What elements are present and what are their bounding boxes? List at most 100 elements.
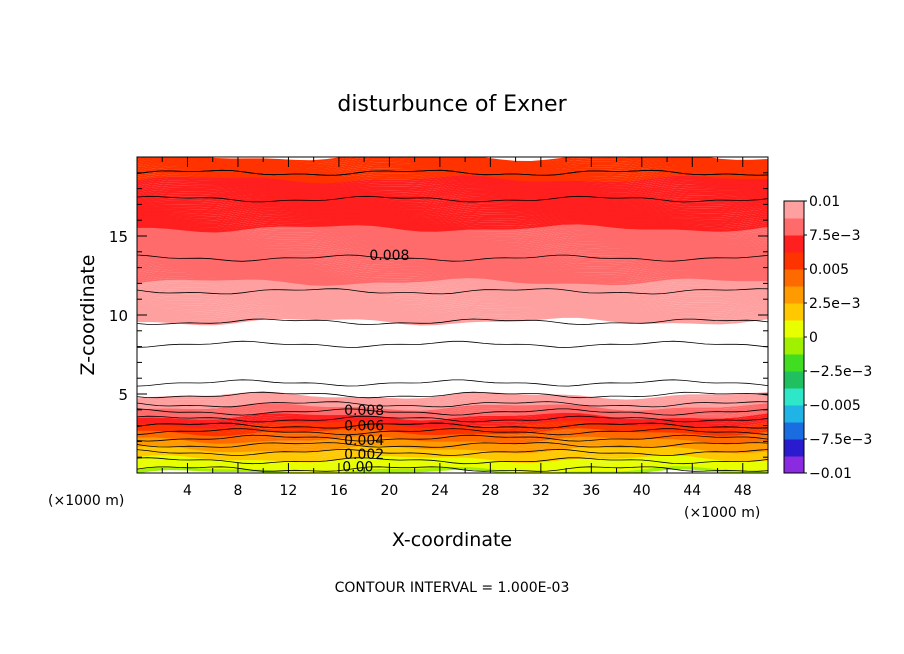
contour-band [137,448,768,459]
contour-band [137,186,768,196]
colorbar-swatch [784,388,804,406]
contour-band [137,306,768,317]
contour-band [137,451,768,462]
colorbar-label: 7.5e−3 [809,228,861,244]
contour-band [137,217,768,228]
contour-band [137,312,768,323]
contour-band [137,181,768,191]
contour-line [137,415,768,423]
y-tick-label: 5 [118,386,128,404]
x-tick-labels: 4 8 12 16 20 24 28 32 36 40 44 48 [183,483,752,499]
contour-band [137,429,768,440]
x-unit-left: (×1000 m) [48,493,124,509]
contour-band [137,399,768,410]
colorbar-swatch [784,354,804,372]
contour-line [137,466,768,472]
contour-line [137,448,768,456]
chart-title: disturbunce of Exner [337,92,567,117]
contour-line [137,391,768,399]
contour-band [137,220,768,231]
contour-band [137,251,768,261]
contour-band [137,207,768,217]
x-tick-label: 12 [280,483,298,499]
contour-bands [137,157,768,473]
contour-band [137,442,768,452]
contour-band [137,213,768,223]
contour-band [137,254,768,264]
contour-band [137,284,768,294]
contour-band [137,404,768,415]
contour-band [137,203,768,214]
colorbar-label: 2.5e−3 [809,296,861,312]
contour-label: 0.00 [342,460,373,476]
colorbar-label: 0.01 [809,194,840,210]
contour-band [137,268,768,279]
contour-band [137,285,768,296]
contour-band [137,252,768,263]
contour-band [137,434,768,445]
contour-band [137,216,768,226]
contour-band [137,274,768,285]
contour-line [137,169,768,176]
contour-band [137,230,768,241]
x-tick-label: 24 [431,483,449,499]
contour-lines [137,169,768,472]
contour-band [137,418,768,429]
contour-interval-note: CONTOUR INTERVAL = 1.000E-03 [335,580,570,596]
colorbar-swatch [784,371,804,389]
contour-band [137,450,768,460]
contour-band [137,236,768,247]
above-max-region [137,349,768,391]
contour-band [137,179,768,190]
colorbar-swatch [784,456,804,474]
contour-band [137,205,768,216]
x-axis-label: X-coordinate [392,529,512,551]
contour-band [137,200,768,211]
colorbar-swatch [784,405,804,423]
contour-band [137,308,768,318]
colorbar-label: −0.005 [809,398,861,414]
colorbar-label: −2.5e−3 [809,364,872,380]
x-tick-label: 44 [683,483,701,499]
contour-line [137,401,768,408]
contour-band [137,412,768,423]
contour-band [137,167,768,178]
colorbar-swatch [784,235,804,253]
contour-band [137,188,768,198]
contour-band [137,413,768,424]
contour-band [137,435,768,446]
contour-band [137,255,768,266]
colorbar-label: 0.005 [809,262,849,278]
x-tick-label: 36 [582,483,600,499]
contour-band [137,315,768,326]
contour-line [137,457,768,465]
contour-band [137,261,768,272]
colorbar-swatch [784,269,804,287]
contour-band [137,461,768,471]
x-tick-label: 4 [183,483,192,499]
contour-band [137,391,768,402]
contour-band [137,464,768,473]
contour-band [137,208,768,219]
contour-band [137,214,768,225]
contour-band [137,244,768,255]
contour-label: 0.004 [344,433,384,449]
contour-band [137,280,768,291]
colorbar-swatch [784,303,804,321]
contour-band [137,447,768,457]
contour-band [137,410,768,421]
contour-band [137,432,768,443]
contour-band [137,219,768,230]
contour-band [137,416,768,427]
contour-band [137,165,768,176]
contour-band [137,303,768,313]
contour-band [137,407,768,418]
contour-band [137,238,768,249]
contour-band [137,265,768,276]
contour-line [137,195,768,203]
contour-band [137,437,768,448]
contour-band [137,211,768,222]
x-tick-label: 32 [532,483,550,499]
contour-band [137,301,768,312]
